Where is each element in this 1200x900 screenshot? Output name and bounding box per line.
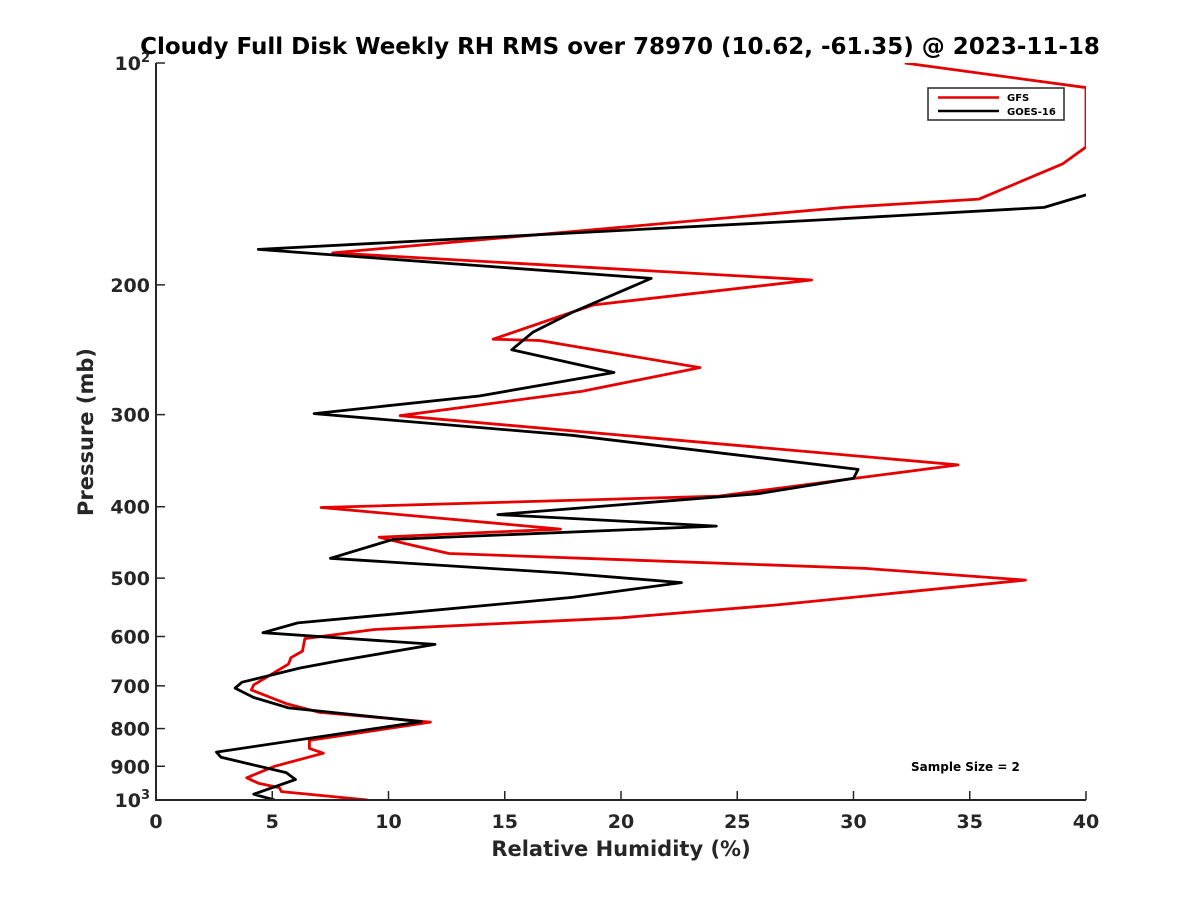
x-tick-label: 30: [840, 811, 866, 833]
y-tick-label: 800: [110, 719, 150, 741]
y-tick-label: 200: [110, 275, 150, 297]
axes-frame: [155, 63, 1086, 801]
y-axis-ticks: 102 200 300 400 500 600 700 800 900 103: [110, 51, 165, 812]
x-tick-label: 20: [608, 811, 634, 833]
y-tick-label: 103: [115, 788, 151, 812]
x-tick-label: 15: [492, 811, 518, 833]
y-tick-label: 600: [110, 626, 150, 648]
x-tick-label: 5: [266, 811, 279, 833]
legend-box: [927, 87, 1065, 121]
legend-label-goes16: GOES-16: [1007, 107, 1056, 118]
series-line-goes16: [214, 193, 1086, 800]
x-tick-label: 10: [375, 811, 401, 833]
x-axis-label: Relative Humidity (%): [491, 837, 750, 861]
x-tick-label: 25: [724, 811, 750, 833]
x-tick-label: 0: [149, 811, 162, 833]
legend-label-gfs: GFS: [1007, 93, 1029, 104]
x-tick-label: 40: [1073, 811, 1099, 833]
y-tick-label: 500: [110, 568, 150, 590]
y-axis-label: Pressure (mb): [74, 348, 98, 516]
y-tick-label: 900: [110, 756, 150, 778]
chart-title: Cloudy Full Disk Weekly RH RMS over 7897…: [140, 34, 1100, 60]
y-tick-label: 700: [110, 676, 150, 698]
series-line-gfs: [245, 63, 1086, 800]
legend: GFS GOES-16: [927, 87, 1065, 121]
x-axis-ticks: 0 5 10 15 20 25 30 35 40: [149, 791, 1099, 833]
y-tick-label: 400: [110, 497, 150, 519]
y-tick-label: 300: [110, 405, 150, 427]
x-tick-label: 35: [957, 811, 983, 833]
plot-area: [214, 63, 1086, 800]
sample-size-annotation: Sample Size = 2: [911, 760, 1020, 774]
y-tick-label: 102: [115, 51, 151, 75]
